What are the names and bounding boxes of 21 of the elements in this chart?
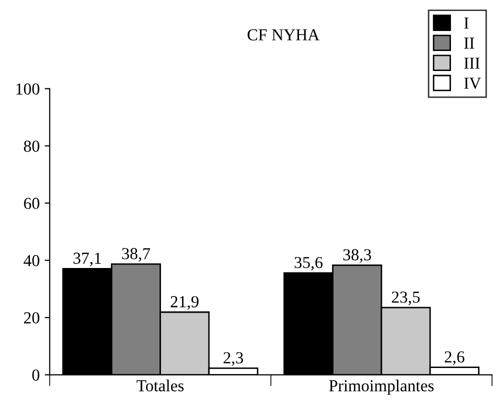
y-tick-label: 20	[24, 312, 40, 324]
legend-label: II	[464, 38, 474, 49]
chart-title: CF NYHA	[248, 29, 320, 40]
data-label: 37,1	[74, 252, 101, 266]
y-tick-label: 40	[24, 255, 40, 266]
y-tick-label: 60	[24, 198, 40, 210]
data-label: 38,3	[343, 249, 372, 263]
legend-label: III	[464, 58, 480, 69]
data-label: 35,6	[294, 256, 323, 271]
x-tick-label: Totales	[136, 380, 184, 392]
data-label: 2,6	[444, 351, 464, 365]
data-label: 21,9	[170, 296, 199, 310]
y-tick-label: 0	[32, 369, 40, 381]
data-label: 23,5	[392, 292, 420, 306]
x-tick-label: Primoimplantes	[329, 380, 434, 395]
y-tick-label: 80	[24, 140, 40, 152]
legend-label: IV	[464, 78, 481, 89]
y-tick-label: 100	[16, 83, 40, 95]
data-label: 38,7	[122, 248, 150, 262]
legend-label: I	[464, 18, 469, 29]
data-label: 2,3	[224, 352, 244, 366]
